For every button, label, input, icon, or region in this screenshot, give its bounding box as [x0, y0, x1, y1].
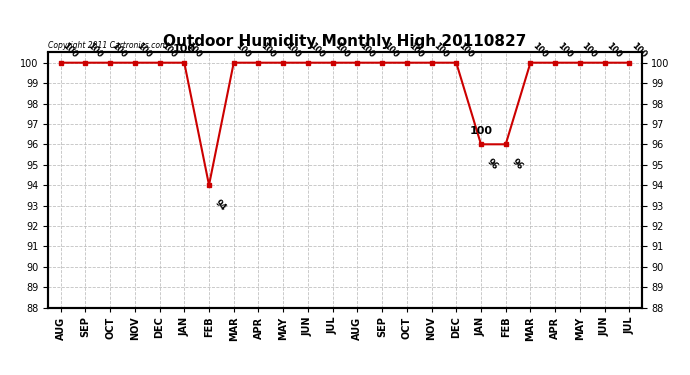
Text: 96: 96 [485, 157, 500, 171]
Text: 94: 94 [213, 198, 228, 212]
Text: 100: 100 [234, 41, 253, 60]
Text: 96: 96 [510, 157, 524, 171]
Text: 100: 100 [456, 41, 475, 60]
Text: 100: 100 [431, 41, 450, 60]
Text: 100: 100 [308, 41, 326, 60]
Text: 100: 100 [580, 41, 598, 60]
Text: 100: 100 [555, 41, 574, 60]
Text: 100: 100 [407, 41, 426, 60]
Text: 100: 100 [159, 41, 178, 60]
Text: 100: 100 [469, 126, 493, 136]
Text: 100: 100 [333, 41, 351, 60]
Text: 100: 100 [357, 41, 376, 60]
Text: 100: 100 [531, 41, 549, 60]
Text: 100: 100 [110, 41, 129, 60]
Text: 100: 100 [135, 41, 153, 60]
Text: 100: 100 [172, 44, 196, 54]
Text: 100: 100 [61, 41, 79, 60]
Text: 100: 100 [283, 41, 302, 60]
Title: Outdoor Humidity Monthly High 20110827: Outdoor Humidity Monthly High 20110827 [164, 33, 526, 48]
Text: 100: 100 [604, 41, 623, 60]
Text: 100: 100 [184, 41, 203, 60]
Text: 100: 100 [259, 41, 277, 60]
Text: 100: 100 [86, 41, 104, 60]
Text: Copyright 2011 Cartronics.com: Copyright 2011 Cartronics.com [48, 41, 168, 50]
Text: 100: 100 [629, 41, 648, 60]
Text: 100: 100 [382, 41, 401, 60]
